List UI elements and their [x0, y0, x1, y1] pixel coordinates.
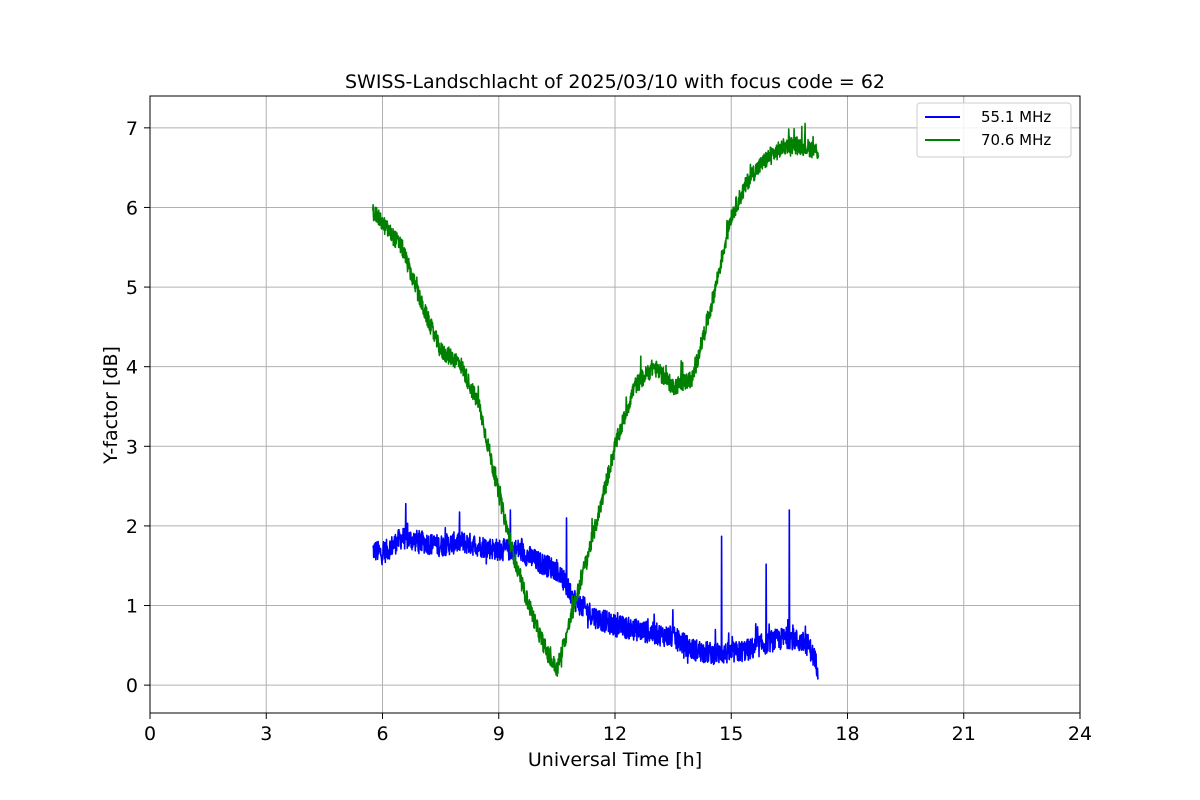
x-axis-label: Universal Time [h] [528, 749, 702, 771]
x-tick-label: 24 [1068, 723, 1092, 745]
y-axis: 0 1 2 3 4 5 6 7 [126, 118, 150, 697]
x-tick-label: 15 [719, 723, 743, 745]
series-55mhz-line [372, 502, 819, 680]
plot-series [372, 122, 820, 680]
y-tick-label: 3 [126, 436, 138, 458]
y-tick-label: 6 [126, 197, 138, 219]
legend-label-70mhz: 70.6 MHz [981, 131, 1051, 149]
chart-title: SWISS-Landschlacht of 2025/03/10 with fo… [345, 71, 885, 93]
y-axis-label: Y-factor [dB] [100, 346, 122, 465]
series-70mhz-line [372, 122, 820, 677]
y-tick-label: 7 [126, 118, 138, 140]
x-tick-label: 0 [144, 723, 156, 745]
y-tick-label: 4 [126, 357, 138, 379]
legend: 55.1 MHz 70.6 MHz [916, 102, 1072, 158]
x-tick-label: 21 [952, 723, 976, 745]
x-tick-label: 18 [835, 723, 859, 745]
x-axis: 0 3 6 9 12 15 18 21 24 [144, 713, 1092, 745]
y-tick-label: 5 [126, 277, 138, 299]
x-tick-label: 12 [603, 723, 627, 745]
x-tick-label: 3 [260, 723, 272, 745]
y-tick-label: 0 [126, 675, 138, 697]
legend-label-55mhz: 55.1 MHz [981, 108, 1051, 126]
y-tick-label: 2 [126, 516, 138, 538]
x-tick-label: 6 [376, 723, 388, 745]
x-tick-label: 9 [493, 723, 505, 745]
y-tick-label: 1 [126, 596, 138, 618]
